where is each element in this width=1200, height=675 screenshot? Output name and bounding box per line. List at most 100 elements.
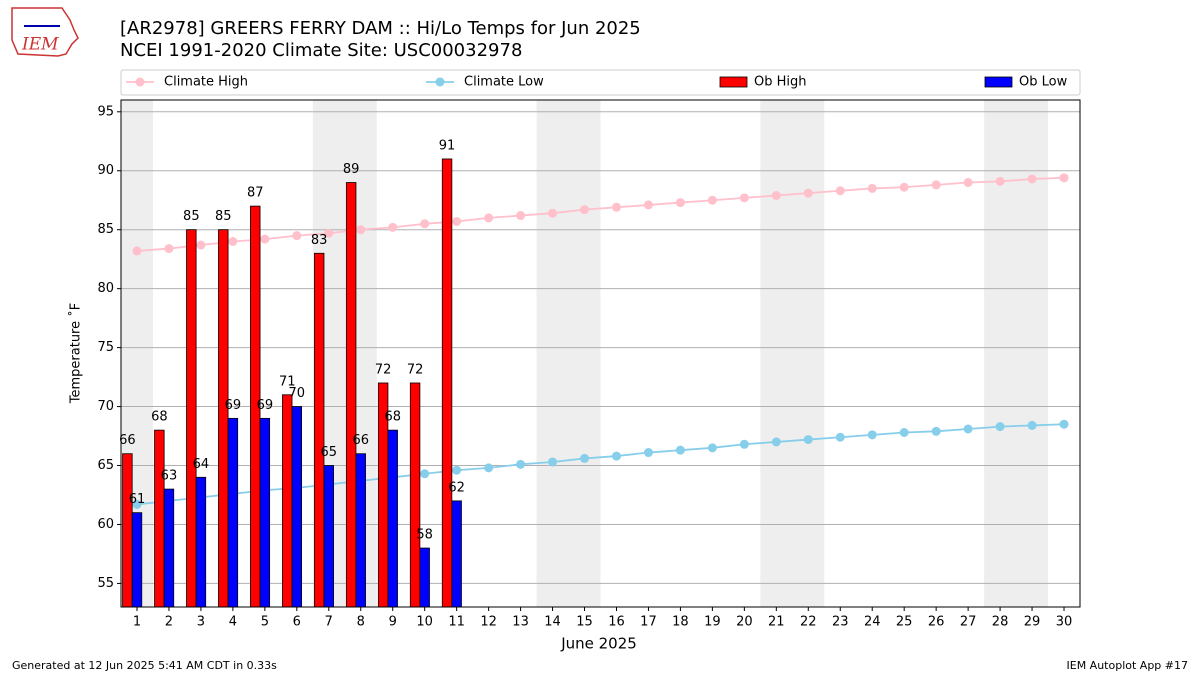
- x-tick-label: 7: [325, 615, 333, 630]
- point: [580, 453, 590, 463]
- line: [136, 176, 1065, 252]
- point: [1059, 419, 1069, 429]
- legend-label: Ob Low: [1019, 75, 1068, 90]
- point: [420, 469, 430, 479]
- data-label: 83: [311, 233, 328, 248]
- data-label: 61: [129, 492, 146, 507]
- point: [516, 211, 526, 221]
- x-tick-label: 17: [640, 615, 657, 630]
- point: [899, 182, 909, 192]
- data-label: 85: [215, 209, 232, 224]
- bar: [291, 406, 303, 607]
- legend-swatch: [719, 76, 748, 88]
- data-label: 72: [407, 362, 424, 377]
- bar: [131, 512, 143, 607]
- bar: [122, 453, 133, 607]
- legend-label: Climate High: [164, 75, 248, 90]
- y-tick-label: 70: [97, 399, 114, 414]
- point: [580, 205, 590, 215]
- point: [132, 499, 142, 509]
- bar: [227, 417, 239, 607]
- point: [292, 231, 302, 241]
- x-tick-label: 20: [736, 615, 753, 630]
- x-tick-label: 2: [165, 615, 173, 630]
- chart-subtitle: NCEI 1991-2020 Climate Site: USC00032978: [120, 40, 522, 61]
- point: [963, 424, 973, 434]
- x-tick-label: 9: [389, 615, 397, 630]
- y-tick-label: 60: [97, 517, 114, 532]
- data-label: 69: [225, 398, 242, 413]
- legend-label: Ob High: [754, 75, 807, 90]
- data-label: 62: [448, 480, 465, 495]
- point: [324, 228, 334, 238]
- point: [835, 186, 845, 196]
- point: [707, 195, 717, 205]
- bar: [323, 465, 334, 607]
- data-label: 85: [183, 209, 200, 224]
- data-label: 66: [119, 433, 136, 448]
- x-tick-label: 27: [960, 615, 977, 630]
- x-tick-label: 1: [133, 615, 141, 630]
- point: [484, 213, 494, 223]
- y-axis-label: Temperature ˚F: [68, 303, 84, 404]
- weekend-shade: [760, 100, 825, 607]
- x-tick-label: 28: [992, 615, 1009, 630]
- x-tick-label: 5: [261, 615, 269, 630]
- legend-swatch: [135, 77, 145, 87]
- point: [803, 435, 813, 445]
- data-label: 69: [257, 398, 274, 413]
- plot-frame: [120, 99, 1081, 608]
- footer-right: IEM Autoplot App #17: [1067, 659, 1189, 672]
- data-label: 70: [289, 386, 306, 401]
- point: [739, 193, 749, 203]
- x-tick-label: 30: [1056, 615, 1073, 630]
- bar: [345, 182, 357, 607]
- point: [643, 448, 653, 458]
- data-label: 63: [161, 469, 178, 484]
- data-label: 87: [247, 186, 264, 201]
- point: [452, 465, 462, 475]
- y-tick-label: 75: [97, 340, 114, 355]
- data-label: 65: [321, 445, 338, 460]
- x-tick-label: 29: [1024, 615, 1041, 630]
- bar: [282, 394, 293, 607]
- data-label: 71: [279, 374, 296, 389]
- logo-text: IEM: [21, 35, 59, 55]
- bar: [387, 429, 398, 607]
- data-label: 89: [343, 162, 360, 177]
- x-tick-label: 6: [293, 615, 301, 630]
- legend-swatch: [984, 76, 1013, 88]
- point: [995, 176, 1005, 186]
- point: [963, 178, 973, 188]
- x-tick-label: 10: [416, 615, 433, 630]
- point: [707, 443, 717, 453]
- data-label: 68: [151, 410, 168, 425]
- footer-left: Generated at 12 Jun 2025 5:41 AM CDT in …: [12, 659, 277, 672]
- point: [739, 439, 749, 449]
- x-tick-label: 12: [480, 615, 497, 630]
- y-tick-label: 55: [97, 576, 114, 591]
- point: [1059, 173, 1069, 183]
- x-tick-label: 3: [197, 615, 205, 630]
- bar: [441, 158, 453, 607]
- point: [867, 430, 877, 440]
- bar: [163, 488, 175, 607]
- point: [611, 451, 621, 461]
- y-tick-label: 90: [97, 163, 114, 178]
- bar: [419, 547, 430, 607]
- bar: [250, 205, 261, 607]
- y-tick-label: 65: [97, 458, 114, 473]
- x-tick-label: 22: [800, 615, 817, 630]
- x-tick-label: 19: [704, 615, 721, 630]
- chart-title: [AR2978] GREERS FERRY DAM :: Hi/Lo Temps…: [120, 18, 641, 39]
- bar: [218, 229, 229, 607]
- data-label: 72: [375, 362, 392, 377]
- point: [675, 445, 685, 455]
- point: [643, 200, 653, 210]
- point: [420, 219, 430, 229]
- point: [803, 188, 813, 198]
- point: [899, 427, 909, 437]
- bar: [355, 453, 366, 607]
- data-label: 91: [439, 138, 456, 153]
